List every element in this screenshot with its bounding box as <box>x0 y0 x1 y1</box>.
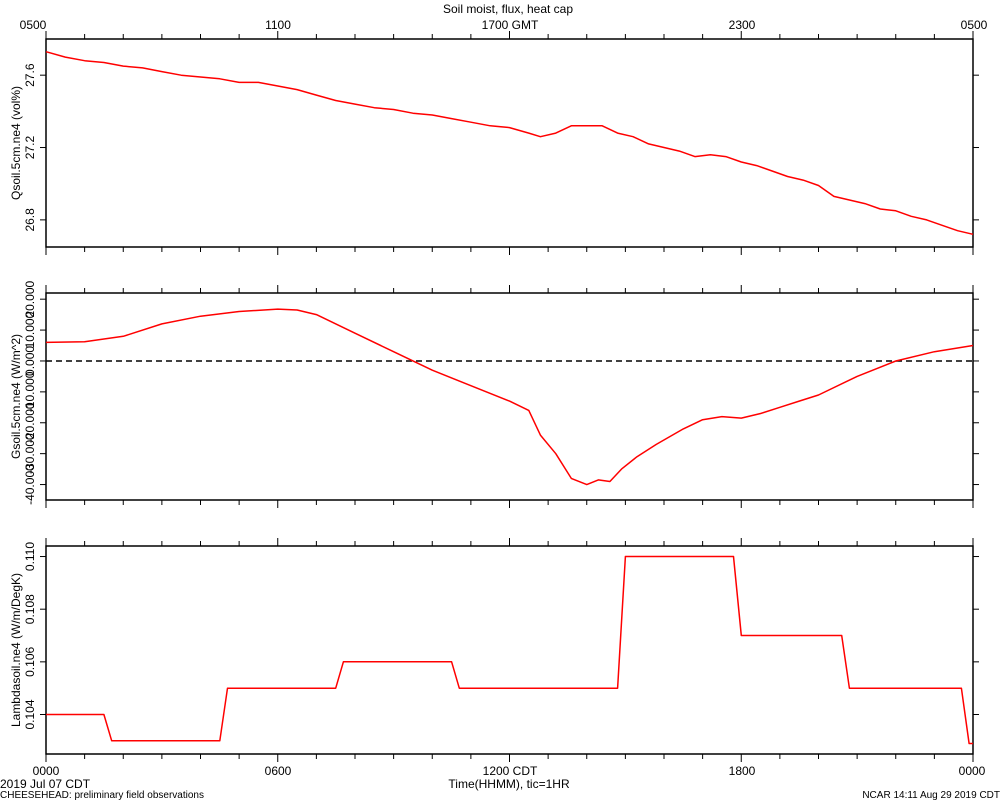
y-axis-label: Gsoil.5cm.ne4 (W/m^2) <box>9 334 23 459</box>
y-axis-label: Qsoil.5cm.ne4 (vol%) <box>9 86 23 200</box>
heat-flux-panel: 20.00010.0000.000-10.000-20.000-30.000-4… <box>9 281 979 508</box>
bottom-tick-label: 1800 <box>729 764 756 778</box>
y-tick-label: 26.8 <box>23 208 37 232</box>
plot-frame <box>45 545 974 755</box>
y-axis-label: Lambdasoil.ne4 (W/m/DegK) <box>9 573 23 727</box>
series-line <box>46 555 973 745</box>
y-tick-label: -20.000 <box>23 402 37 443</box>
bottom-tick-label: 1200 CDT <box>483 764 538 778</box>
top-tick-label: 2300 <box>729 18 756 32</box>
y-tick-label: 0.104 <box>23 699 37 729</box>
top-tick-label: 0500 <box>20 18 47 32</box>
y-tick-label: 20.000 <box>23 281 37 318</box>
top-tick-label: 0500 <box>961 18 988 32</box>
chart-title: Soil moist, flux, heat cap <box>443 2 573 16</box>
top-axis-labels: 0500 1100 1700 GMT 2300 0500 <box>20 18 988 32</box>
footer-right: NCAR 14:11 Aug 29 2019 CDT <box>862 790 1000 800</box>
y-tick-label: 10.000 <box>23 311 37 348</box>
bottom-tick-label: 0600 <box>265 764 292 778</box>
top-tick-label: 1700 GMT <box>482 18 539 32</box>
bottom-tick-label: 0000 <box>959 764 986 778</box>
y-tick-label: -10.000 <box>23 371 37 412</box>
top-tick-label: 1100 <box>265 18 291 32</box>
y-tick-label: 0.110 <box>23 542 37 571</box>
series-line <box>45 50 974 236</box>
series-line <box>45 308 974 486</box>
y-tick-label: -30.000 <box>23 433 37 474</box>
plot-frame <box>45 38 974 248</box>
plot-frame <box>45 292 974 501</box>
bottom-axis-labels: 0000 0600 1200 CDT 1800 0000 <box>33 764 986 778</box>
date-label: 2019 Jul 07 CDT <box>0 777 91 791</box>
y-tick-label: 0.000 <box>23 346 37 376</box>
y-tick-label: 0.108 <box>23 594 37 624</box>
y-tick-label: 27.6 <box>23 63 37 87</box>
bottom-tick-label: 0000 <box>33 764 60 778</box>
y-tick-label: 0.106 <box>23 647 37 677</box>
footer-left: CHEESEHEAD: preliminary field observatio… <box>0 790 204 800</box>
y-tick-label: -40.000 <box>23 464 37 505</box>
x-axis-label: Time(HHMM), tic=1HR <box>448 777 570 791</box>
y-tick-label: 27.2 <box>23 136 37 160</box>
